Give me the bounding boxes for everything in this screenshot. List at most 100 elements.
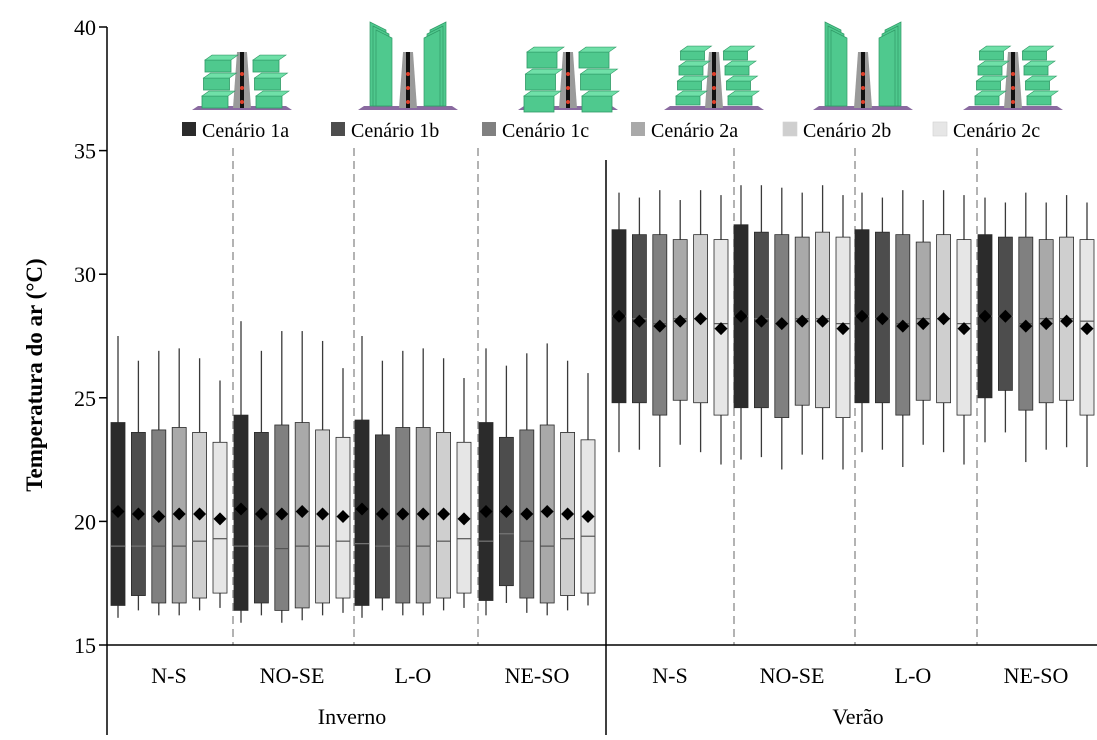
building-top [727,90,760,97]
building-top [204,54,239,61]
sensor-point [240,86,244,90]
box-Cenário 1a [233,321,249,623]
box-Cenário 2b [436,358,452,611]
building-top [679,45,713,52]
sensor-point [861,100,865,104]
legend-item: Cenário 2a [631,120,738,142]
scenario-icons [192,21,1063,113]
box-Cenário 2a [1038,202,1054,450]
mean-marker [131,507,145,521]
building-face [979,50,1004,61]
building-top [676,75,710,82]
box-Cenário 2b [560,360,575,611]
y-tick-label: 15 [74,633,96,658]
mean-marker [937,312,951,326]
legend-item: Cenário 1b [331,120,439,142]
box-Cenário 2a [171,348,187,616]
legend-item: Cenário 1a [182,120,289,142]
building-top [526,46,565,53]
mean-marker [254,507,268,521]
legend-swatch [932,121,948,137]
building-face [675,95,701,106]
box-Cenário 1b [998,202,1013,433]
building-face [526,51,558,69]
box-Cenário 2c [456,378,472,608]
box-Cenário 1b [498,365,514,603]
building-wall [423,29,441,107]
mean-marker [795,314,809,328]
x-group-label: N-S [652,663,687,688]
mean-marker [540,505,554,519]
box-Cenário 2b [815,185,830,460]
sensor-point [712,86,716,90]
box-Cenário 2a [539,343,555,616]
box-Cenário 1c [895,190,911,468]
mean-marker [416,507,430,521]
x-group-label: NE-SO [505,663,570,688]
box-Cenário 1b [754,185,769,458]
mean-marker [213,512,227,526]
x-group-label: N-S [151,663,186,688]
box-Cenário 1a [611,192,627,453]
building-face [677,80,702,91]
building-top [974,90,1007,97]
mean-marker [234,502,248,516]
mean-marker [916,317,930,331]
sensor-point [406,86,410,90]
sensor-point [566,86,570,90]
sensor-point [1011,86,1015,90]
building-face [726,80,751,91]
mean-marker [457,512,471,526]
mean-marker [754,314,768,328]
mean-marker [355,502,369,516]
legend-swatch [782,121,798,137]
box-Cenário 1c [519,353,535,613]
legend-swatch [482,122,496,136]
building-wall [375,29,393,107]
building-face [977,65,1003,76]
mean-marker [632,314,646,328]
canyon-wide-blocks-icon [518,46,620,113]
box-Cenário 1b [253,350,269,616]
mean-marker [978,309,992,323]
building-face [523,95,555,113]
y-tick-label: 25 [74,386,96,411]
mean-marker [316,507,330,521]
building-top [579,68,619,75]
building-face [255,95,283,109]
building-face [581,95,613,113]
legend-label: Cenário 1c [502,120,589,142]
building-top [1024,75,1058,82]
box-Cenário 2c [713,195,729,465]
x-season-label: Inverno [318,704,386,729]
mean-marker [734,309,748,323]
mean-marker [437,507,451,521]
y-tick-label: 40 [74,15,96,40]
mean-marker [1080,322,1094,336]
canyon-tall-stepped-icon [813,21,913,110]
canyon-tall-walls-icon [358,21,458,110]
canyon-stepped-low-icon [664,45,764,110]
box-Cenário 2c [956,195,972,465]
mean-marker [581,509,595,523]
building-face [525,73,556,91]
building-top [724,60,757,67]
building-top [1023,60,1056,67]
building-face [723,50,748,61]
building-face [678,65,704,76]
y-tick-label: 30 [74,262,96,287]
x-group-label: NO-SE [760,663,825,688]
sensor-point [566,100,570,104]
box-Cenário 2a [915,200,931,445]
building-face [578,51,610,69]
mean-marker [714,322,728,336]
building-face [201,95,229,109]
mean-marker [396,507,410,521]
mean-marker [875,312,889,326]
box-Cenário 1a [854,192,870,453]
building-top [253,72,289,79]
box-Cenário 1a [733,185,749,460]
box-Cenário 2a [415,348,431,616]
